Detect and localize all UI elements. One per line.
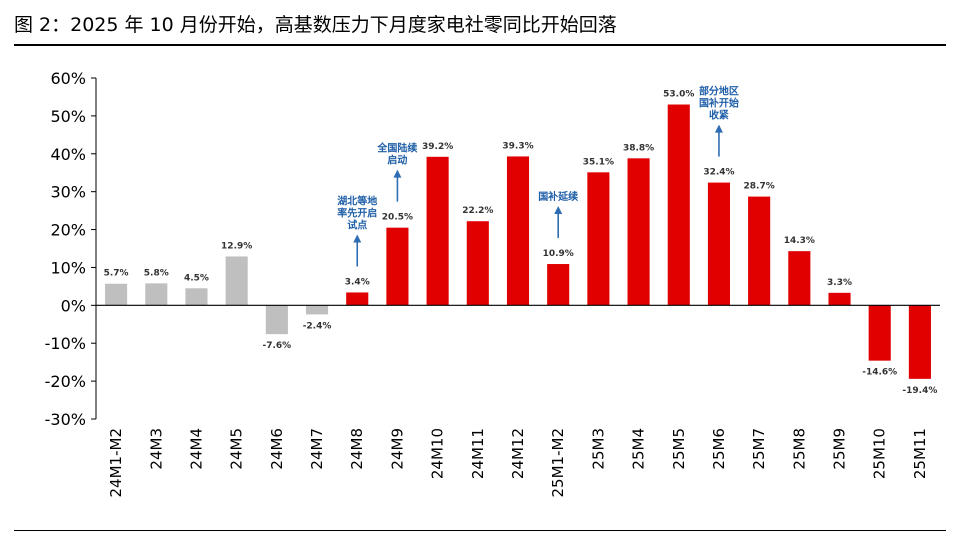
data-label: 14.3% — [784, 236, 815, 246]
y-tick-label: -30% — [45, 410, 86, 429]
data-label: 20.5% — [382, 213, 413, 223]
x-tick-label: 24M1-M2 — [107, 428, 125, 497]
annotation-arrowhead — [554, 206, 563, 215]
y-tick-label: 10% — [50, 258, 86, 277]
data-label: 53.0% — [663, 90, 694, 100]
x-tick-label: 25M6 — [710, 428, 728, 470]
x-tick-label: 24M12 — [509, 428, 527, 479]
bar — [386, 227, 409, 306]
bar — [305, 305, 329, 315]
annotation-text: 全国陆续 — [376, 142, 417, 155]
data-label: 22.2% — [462, 206, 493, 216]
y-tick-label: 40% — [50, 145, 86, 164]
y-tick-label: 50% — [50, 107, 86, 126]
data-label: 4.5% — [184, 273, 209, 283]
data-label: 39.3% — [502, 141, 533, 151]
x-tick-label: 24M10 — [429, 428, 447, 479]
x-tick-label: 25M3 — [589, 428, 607, 470]
annotation-text: 率先开启 — [337, 206, 377, 219]
data-label: 3.4% — [345, 277, 370, 287]
bar — [185, 288, 208, 306]
y-tick-label: -10% — [45, 334, 86, 353]
data-label: 35.1% — [583, 157, 614, 167]
data-label: 10.9% — [543, 249, 574, 259]
data-label: 38.8% — [623, 143, 654, 153]
x-tick-label: 25M4 — [630, 428, 648, 470]
y-tick-label: 0% — [61, 296, 86, 315]
data-label: 39.2% — [422, 142, 453, 152]
bar — [506, 156, 530, 306]
bar — [547, 264, 570, 306]
annotation-arrowhead — [393, 169, 402, 178]
bar — [105, 283, 128, 306]
x-tick-label: 25M9 — [831, 428, 849, 470]
x-tick-label: 24M8 — [348, 428, 366, 470]
y-tick-label: 60% — [50, 69, 86, 88]
x-tick-label: 24M5 — [228, 428, 246, 470]
data-label: 12.9% — [221, 241, 252, 251]
x-tick-label: 24M4 — [187, 428, 205, 470]
data-label: 5.8% — [144, 268, 169, 278]
bar — [908, 305, 931, 379]
bar — [667, 104, 690, 306]
title-rule — [14, 44, 946, 46]
bar — [225, 256, 248, 306]
data-label: 28.7% — [744, 182, 775, 192]
bar — [265, 305, 288, 335]
data-label: -7.6% — [263, 341, 292, 351]
x-tick-label: 24M6 — [268, 428, 286, 470]
annotation-text: 试点 — [347, 218, 367, 231]
x-tick-label: 25M11 — [911, 428, 929, 479]
annotation-arrowhead — [353, 234, 362, 243]
data-label: 5.7% — [104, 269, 129, 279]
bar — [788, 251, 811, 306]
data-label: 32.4% — [703, 168, 734, 178]
annotation-text: 部分地区 — [699, 85, 739, 98]
x-tick-label: 25M10 — [871, 428, 889, 479]
data-label: -14.6% — [862, 368, 897, 378]
annotation-arrowhead — [714, 124, 723, 133]
data-label: 3.3% — [827, 278, 852, 288]
bar — [587, 172, 610, 306]
data-label: -19.4% — [902, 386, 937, 396]
x-tick-label: 24M3 — [147, 428, 165, 470]
y-tick-label: 20% — [50, 221, 86, 240]
x-tick-label: 24M7 — [308, 428, 326, 470]
y-tick-label: -20% — [45, 372, 86, 391]
data-label: -2.4% — [303, 321, 332, 331]
y-tick-label: 30% — [50, 183, 86, 202]
bar — [707, 182, 731, 306]
x-tick-label: 25M5 — [670, 428, 688, 470]
bar — [748, 196, 771, 306]
bar — [426, 156, 449, 306]
x-tick-label: 25M8 — [790, 428, 808, 470]
x-tick-label: 25M7 — [750, 428, 768, 470]
annotation-text: 启动 — [387, 154, 407, 167]
bar — [466, 221, 489, 306]
annotation-text: 收紧 — [709, 109, 729, 122]
annotation-text: 国补开始 — [699, 97, 739, 110]
annotation-text: 国补延续 — [538, 190, 578, 203]
annotation-text: 湖北等地 — [337, 194, 377, 207]
x-tick-label: 24M11 — [469, 428, 487, 479]
figure-title: 图 2：2025 年 10 月份开始，高基数压力下月度家电社零同比开始回落 — [14, 14, 617, 36]
bar — [627, 158, 650, 306]
bar — [868, 305, 891, 361]
bottom-rule — [14, 530, 946, 531]
x-tick-label: 25M1-M2 — [549, 428, 567, 497]
bar — [145, 283, 168, 306]
x-tick-label: 24M9 — [388, 428, 406, 470]
bar — [346, 292, 369, 306]
bar — [828, 292, 851, 306]
